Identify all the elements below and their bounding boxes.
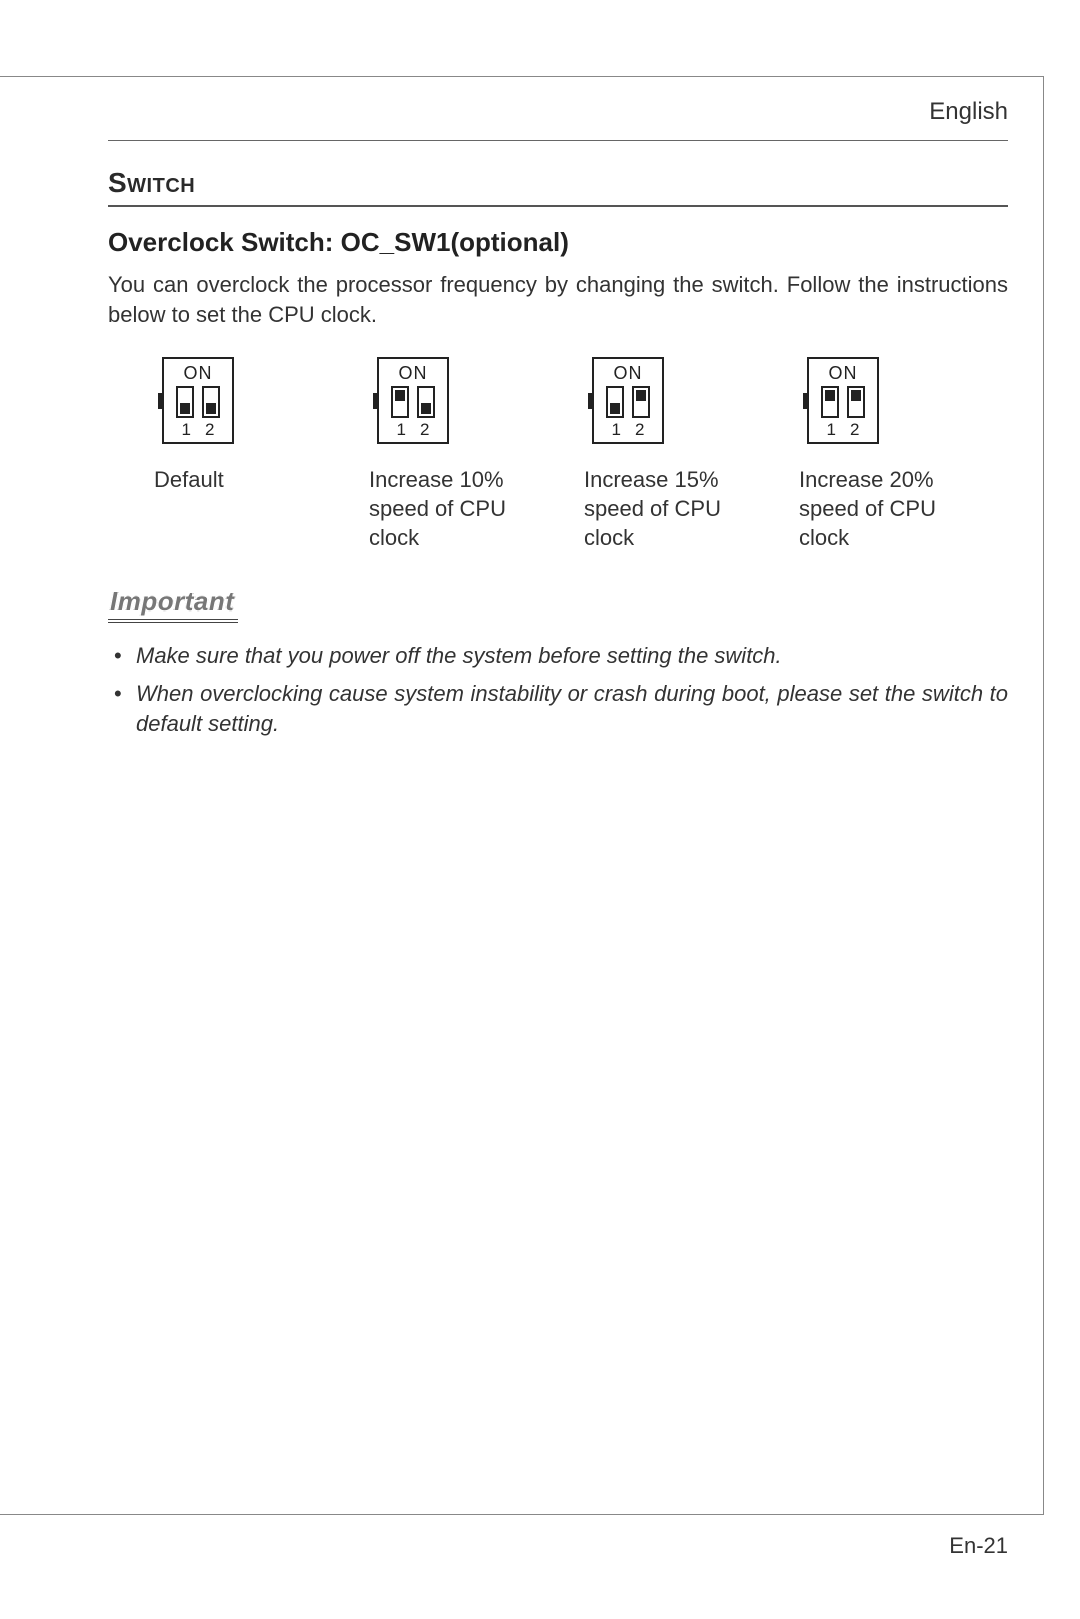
dip-body: ON 12 — [807, 357, 879, 444]
dip-numbers: 12 — [182, 420, 215, 440]
dip-sliders — [821, 386, 865, 418]
dip-sliders — [606, 386, 650, 418]
switch-diagram-row: ON12DefaultON12Increase 10% speed of CPU… — [154, 357, 1008, 552]
dip-num-2: 2 — [205, 420, 214, 440]
dip-slider-1 — [606, 386, 624, 418]
dip-on-label: ON — [829, 363, 858, 384]
switch-col-0: ON 12 Default — [154, 357, 329, 552]
dip-on-label: ON — [399, 363, 428, 384]
switch-caption-2: Increase 15% speed of CPU clock — [584, 466, 759, 552]
dip-sliders — [391, 386, 435, 418]
important-heading: Important — [108, 586, 238, 623]
dip-numbers: 12 — [397, 420, 430, 440]
switch-col-2: ON 12 Increase 15% speed of CPU clock — [584, 357, 759, 552]
dip-knob — [636, 390, 646, 401]
important-note-1: When overclocking cause system instabili… — [136, 679, 1008, 738]
dip-body: ON 12 — [592, 357, 664, 444]
dip-knob — [610, 403, 620, 414]
section-title: Switch — [108, 167, 1008, 207]
dip-switch-1: ON 12 — [373, 357, 449, 444]
dip-slider-1 — [821, 386, 839, 418]
switch-col-1: ON 12 Increase 10% speed of CPU clock — [369, 357, 544, 552]
dip-slider-1 — [391, 386, 409, 418]
dip-knob — [206, 403, 216, 414]
dip-num-1: 1 — [612, 420, 621, 440]
dip-num-2: 2 — [635, 420, 644, 440]
switch-caption-1: Increase 10% speed of CPU clock — [369, 466, 544, 552]
dip-knob — [825, 390, 835, 401]
dip-switch-0: ON 12 — [158, 357, 234, 444]
dip-switch-3: ON 12 — [803, 357, 879, 444]
dip-num-2: 2 — [420, 420, 429, 440]
dip-knob — [395, 390, 405, 401]
dip-numbers: 12 — [612, 420, 645, 440]
dip-num-2: 2 — [850, 420, 859, 440]
dip-on-label: ON — [184, 363, 213, 384]
dip-knob — [421, 403, 431, 414]
switch-col-3: ON 12 Increase 20% speed of CPU clock — [799, 357, 974, 552]
section-subtitle: Overclock Switch: OC_SW1(optional) — [108, 227, 1008, 258]
important-note-0: Make sure that you power off the system … — [136, 641, 1008, 671]
dip-slider-2 — [632, 386, 650, 418]
dip-num-1: 1 — [397, 420, 406, 440]
dip-slider-2 — [847, 386, 865, 418]
dip-numbers: 12 — [827, 420, 860, 440]
dip-body: ON 12 — [162, 357, 234, 444]
dip-sliders — [176, 386, 220, 418]
language-label: English — [108, 98, 1008, 141]
dip-body: ON 12 — [377, 357, 449, 444]
switch-caption-3: Increase 20% speed of CPU clock — [799, 466, 974, 552]
content-area: English Switch Overclock Switch: OC_SW1(… — [108, 98, 1008, 746]
dip-slider-1 — [176, 386, 194, 418]
dip-num-1: 1 — [182, 420, 191, 440]
page-number: En-21 — [949, 1533, 1008, 1559]
important-notes: Make sure that you power off the system … — [108, 641, 1008, 738]
dip-slider-2 — [417, 386, 435, 418]
dip-knob — [180, 403, 190, 414]
section-body: You can overclock the processor frequenc… — [108, 270, 1008, 329]
dip-knob — [851, 390, 861, 401]
dip-num-1: 1 — [827, 420, 836, 440]
dip-on-label: ON — [614, 363, 643, 384]
dip-switch-2: ON 12 — [588, 357, 664, 444]
dip-slider-2 — [202, 386, 220, 418]
page: English Switch Overclock Switch: OC_SW1(… — [0, 0, 1080, 1619]
switch-caption-0: Default — [154, 466, 224, 495]
